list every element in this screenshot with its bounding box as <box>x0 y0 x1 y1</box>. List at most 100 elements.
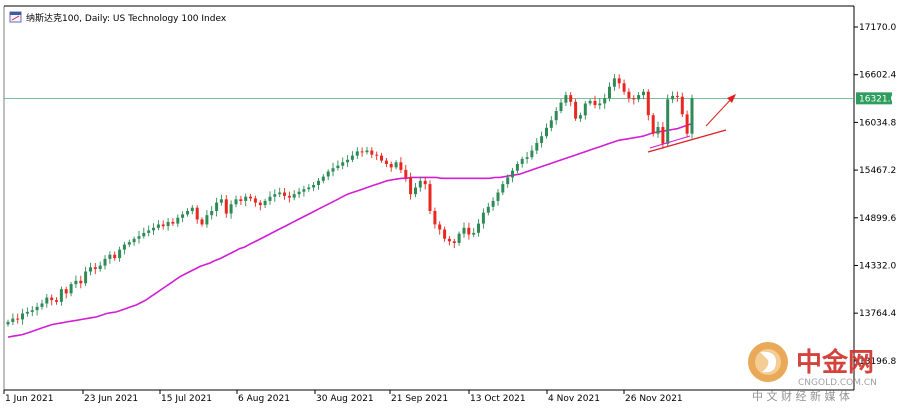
candle-body <box>93 267 97 269</box>
candle-body <box>632 98 636 100</box>
candle-body <box>176 217 180 224</box>
candle-body <box>249 196 252 199</box>
candle-body <box>118 249 122 259</box>
x-tick-label: 30 Aug 2021 <box>316 394 374 404</box>
candle-body <box>603 98 607 104</box>
candle-body <box>642 91 645 96</box>
candle-body <box>661 127 665 144</box>
candle-body <box>452 241 456 243</box>
candle-body <box>574 101 578 119</box>
time-axis: 1 Jun 2021 23 Jun 2021 15 Jul 2021 6 Aug 20… <box>3 390 683 404</box>
candle-body <box>35 306 39 311</box>
candle-body <box>675 95 679 97</box>
candle-body <box>79 280 83 284</box>
candle-body <box>617 78 621 84</box>
candle-body <box>229 204 233 214</box>
candle-body <box>671 95 675 100</box>
candle-body <box>481 212 485 224</box>
candle-body <box>321 176 325 181</box>
candle-body <box>554 111 558 121</box>
candle-body <box>21 313 24 320</box>
candle-body <box>549 120 553 128</box>
candle-body <box>370 150 374 155</box>
candle-body <box>137 236 141 239</box>
candle-body <box>646 91 650 116</box>
candle-body <box>666 99 670 144</box>
candle-body <box>447 238 451 242</box>
candle-body <box>457 233 461 243</box>
candle-body <box>239 199 243 201</box>
current-price-box <box>856 92 892 105</box>
candle-body <box>622 83 626 92</box>
candle-body <box>346 159 350 163</box>
candle-body <box>578 115 582 119</box>
watermark: 中金网 CNGOLD.COM.CN 中 文 财 经 新 媒 体 <box>748 342 877 403</box>
candle-body <box>283 192 286 196</box>
candle-body <box>302 189 306 192</box>
candle-body <box>219 199 223 203</box>
candle-body <box>40 303 44 307</box>
x-tick-label: 26 Nov 2021 <box>625 394 683 404</box>
candle-body <box>545 127 548 137</box>
candle-body <box>511 170 514 178</box>
candle-body <box>612 78 616 87</box>
trendline-magenta <box>649 135 691 149</box>
y-tick-label: 16602.4 <box>859 71 896 81</box>
candle-body <box>215 202 219 211</box>
candle-body <box>113 254 117 259</box>
arrow-head-icon <box>727 94 736 103</box>
candle-body <box>74 280 78 285</box>
candle-body <box>608 86 611 99</box>
y-tick-label: 15467.2 <box>859 166 896 176</box>
plot-frame <box>3 5 855 391</box>
candle-body <box>45 297 49 304</box>
candle-body <box>438 224 442 230</box>
candle-body <box>423 180 427 185</box>
y-tick-label: 16034.8 <box>859 118 896 128</box>
candle-body <box>496 192 500 201</box>
candle-body <box>30 310 34 312</box>
x-tick-label: 1 Jun 2021 <box>5 394 53 404</box>
candle-body <box>268 196 272 201</box>
candle-body <box>433 211 437 225</box>
candle-body <box>462 227 466 234</box>
y-tick-label: 14899.6 <box>859 214 896 224</box>
candle-body <box>656 127 660 134</box>
candle-body <box>598 103 602 106</box>
y-tick-label: 13196.8 <box>859 357 896 367</box>
candle-body <box>200 219 204 225</box>
candle-body <box>428 184 432 211</box>
watermark-brand: 中金网 <box>796 347 874 378</box>
candle-body <box>651 115 655 134</box>
candle-body <box>25 311 29 314</box>
candle-body <box>384 160 388 164</box>
candle-body <box>326 171 330 177</box>
candle-body <box>443 229 447 239</box>
candle-body <box>637 95 641 100</box>
candle-body <box>6 321 10 325</box>
cngold-logo-icon <box>748 342 788 382</box>
price-axis: 17170.0 16602.4 16034.8 15467.2 14899.6 14332… <box>854 23 896 367</box>
candle-body <box>559 102 563 111</box>
y-tick-label: 13764.4 <box>859 309 896 319</box>
current-price-label: 16321.0 <box>859 94 896 104</box>
candle-body <box>467 227 471 235</box>
watermark-slogan: 中 文 财 经 新 媒 体 <box>752 389 850 403</box>
candle-body <box>365 150 369 153</box>
candle-body <box>89 267 92 272</box>
candle-body <box>132 238 136 243</box>
candle-body <box>530 150 534 158</box>
annotations <box>647 94 736 153</box>
candle-body <box>98 265 102 269</box>
candle-body <box>380 155 383 161</box>
candle-body <box>680 96 684 115</box>
candle-body <box>59 289 63 302</box>
candle-body <box>253 198 257 203</box>
candle-body <box>375 154 379 156</box>
candle-body <box>355 151 359 156</box>
trend-arrow <box>705 95 735 127</box>
candle-body <box>491 200 495 207</box>
candle-body <box>515 164 519 171</box>
candle-body <box>520 158 524 164</box>
candle-body <box>414 187 417 195</box>
